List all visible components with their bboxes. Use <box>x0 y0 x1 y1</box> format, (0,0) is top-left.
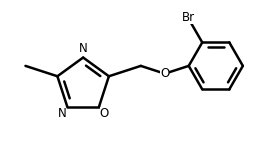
Text: Br: Br <box>181 11 195 24</box>
Text: O: O <box>160 67 169 80</box>
Text: N: N <box>57 107 66 120</box>
Text: N: N <box>79 42 88 55</box>
Text: O: O <box>100 107 109 120</box>
